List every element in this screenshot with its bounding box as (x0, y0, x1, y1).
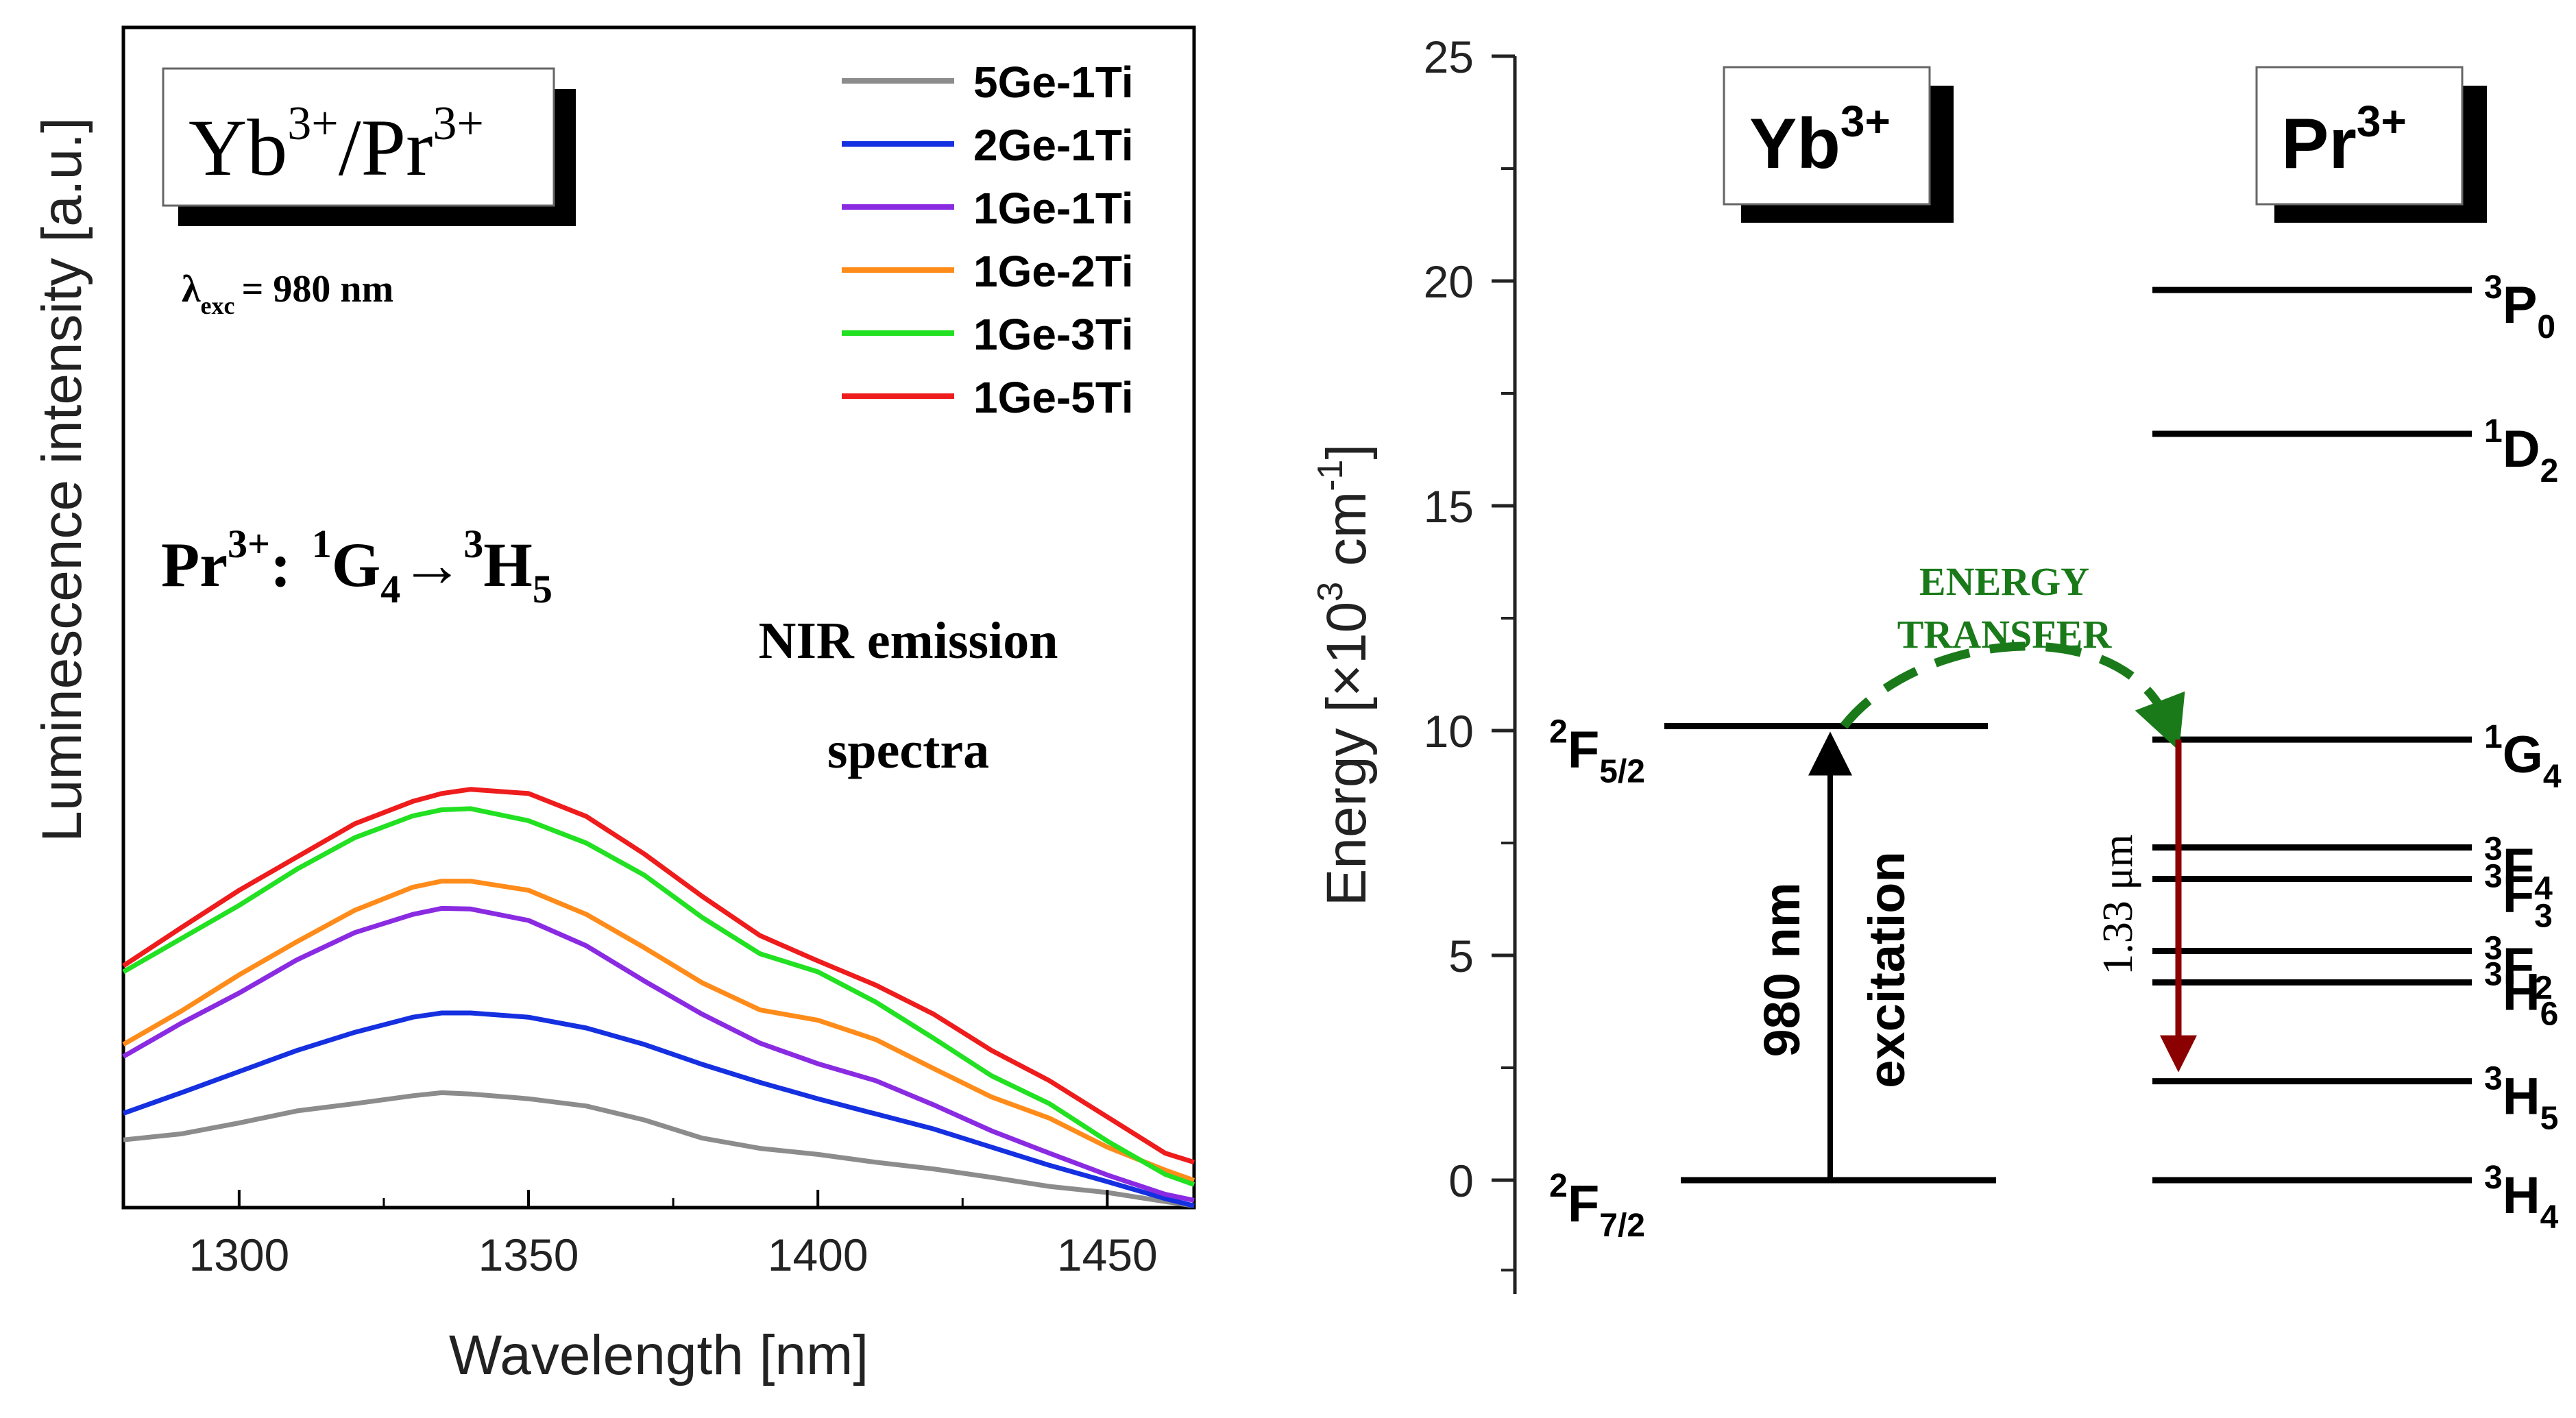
emission-label-line2: spectra (827, 722, 989, 779)
energy-y-tick-label: 5 (1448, 931, 1474, 981)
energy-y-axis-label: Energy [×103 cm-1] (1311, 444, 1378, 907)
legend-label-1Ge-5Ti: 1Ge-5Ti (973, 373, 1134, 422)
legend-label-1Ge-1Ti: 1Ge-1Ti (973, 184, 1134, 233)
series-line-5Ge-1Ti (123, 1090, 1195, 1208)
ion-box-label: Yb3+/Pr3+ (189, 97, 484, 193)
legend-label-5Ge-1Ti: 5Ge-1Ti (973, 58, 1134, 107)
level-label-Pr-3F4: 3F4 (2484, 831, 2553, 907)
energy-y-tick-label: 10 (1424, 706, 1474, 757)
excitation-label-wavelength: 980 nm (1753, 882, 1810, 1057)
pr-header-label: Pr3+ (2281, 97, 2407, 184)
legend-label-1Ge-2Ti: 1Ge-2Ti (973, 247, 1134, 296)
legend-label-2Ge-1Ti: 2Ge-1Ti (973, 121, 1134, 170)
energy-transfer-label-line1: ENERGY (1919, 559, 2089, 604)
level-label-Pr-3H6: 3H6 (2484, 956, 2558, 1032)
spectra-series-group (122, 787, 1195, 1208)
emission-wavelength-label: 1.33 μm (2095, 834, 2141, 975)
excitation-label-text: excitation (1858, 851, 1915, 1088)
spectra-x-tick-label: 1300 (189, 1230, 289, 1280)
spectra-x-tick-label: 1450 (1057, 1230, 1158, 1280)
series-line-2Ge-1Ti (122, 1010, 1195, 1208)
pr-header-box (2255, 66, 2464, 206)
energy-y-ticks: 0 5 10 15 20 25 (1424, 32, 1515, 1272)
excitation-wavelength-label: λexc = 980 nm (182, 268, 393, 319)
spectra-x-ticks: 1300 1350 1400 1450 (189, 1190, 1158, 1280)
level-label-Pr-3H5: 3H5 (2484, 1061, 2558, 1137)
ion-box (162, 67, 555, 207)
series-line-1Ge-1Ti (122, 905, 1195, 1203)
energy-y-tick-label: 20 (1424, 256, 1474, 307)
series-line-1Ge-5Ti (122, 787, 1195, 1165)
spectra-x-tick-label: 1350 (478, 1230, 579, 1280)
energy-transfer-arrow (1840, 641, 2185, 751)
energy-y-tick-label: 25 (1424, 32, 1474, 82)
energy-transitions: 980 nm excitation ENERGY TRANSFER 1.33 μm (1753, 559, 2197, 1180)
spectra-chart: 1300 1350 1400 1450 Wavelength [nm] Lumines… (31, 25, 1196, 1386)
level-label-Yb-2F7-2: 2F7/2 (1549, 1168, 1645, 1244)
transition-label: Pr3+: 1G4→3H5 (161, 522, 552, 611)
emission-label-line1: NIR emission (758, 612, 1058, 670)
level-label-Pr-1D2: 1D2 (2484, 413, 2558, 489)
series-line-1Ge-3Ti (122, 806, 1195, 1187)
spectra-plot-frame (121, 25, 1196, 1210)
yb-header-label: Yb3+ (1749, 97, 1891, 184)
level-label-Yb-2F5-2: 2F5/2 (1549, 713, 1645, 790)
spectra-x-axis-label: Wavelength [nm] (449, 1324, 868, 1386)
energy-y-tick-label: 0 (1448, 1156, 1474, 1206)
level-label-Pr-3P0: 3P0 (2484, 269, 2555, 345)
level-label-Pr-3H4: 3H4 (2484, 1160, 2559, 1236)
spectra-legend: 5Ge-1Ti 2Ge-1Ti 1Ge-1Ti 1Ge-2Ti 1Ge-3Ti 1Ge-5… (842, 58, 1134, 422)
energy-y-tick-label: 15 (1424, 481, 1474, 532)
energy-transfer-label-line2: TRANSFER (1897, 612, 2113, 657)
level-label-Pr-3F3: 3F3 (2484, 858, 2553, 934)
series-line-1Ge-2Ti (122, 879, 1195, 1183)
spectra-x-tick-label: 1400 (768, 1230, 868, 1280)
level-label-Pr-3F2: 3F2 (2484, 930, 2553, 1006)
legend-label-1Ge-3Ti: 1Ge-3Ti (973, 310, 1134, 359)
spectra-y-axis-label: Luminescence intensity [a.u.] (31, 117, 93, 842)
level-label-Pr-1G4: 1G4 (2484, 719, 2562, 795)
yb-header-box (1723, 66, 1931, 206)
